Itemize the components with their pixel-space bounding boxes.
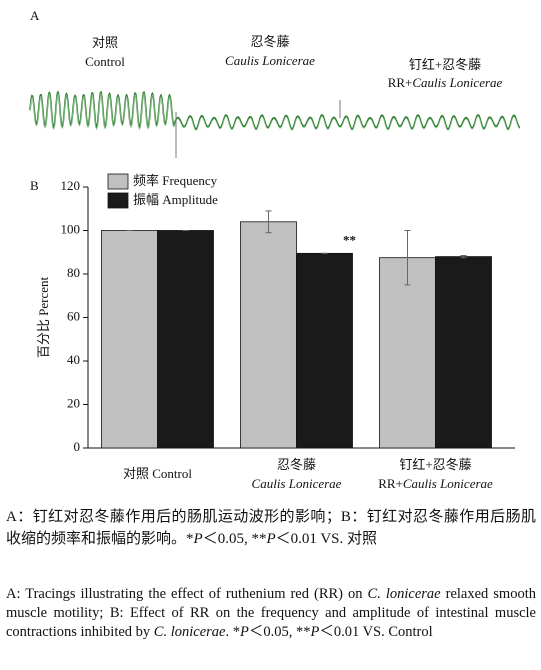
caption-run: P <box>239 624 249 640</box>
label-part: RR+ <box>388 75 413 90</box>
label-part: Control <box>85 54 125 69</box>
segment-title: 钉红+忍冬藤 <box>409 57 481 72</box>
y-tick-label: 100 <box>61 221 81 236</box>
label: Caulis Lonicerae <box>252 476 342 491</box>
label-italic: Caulis Lonicerae <box>403 476 493 491</box>
legend-swatch <box>107 192 129 209</box>
y-tick-label: 20 <box>67 395 80 410</box>
segment-title: 对照 <box>92 35 118 50</box>
label: RR+Caulis Lonicerae <box>388 75 503 90</box>
panel-label: B <box>30 178 39 193</box>
bar <box>379 257 436 449</box>
caption-run: C. lonicerae <box>367 586 441 602</box>
x-tick-label: 对照 Control <box>123 466 192 481</box>
caption-run: relaxed smooth muscle motility; B: Effec… <box>6 586 536 640</box>
caption-run: P <box>310 624 320 640</box>
bar <box>101 230 158 449</box>
legend-swatch <box>107 173 129 190</box>
caption-run: . * <box>225 624 240 640</box>
label: Caulis Lonicerae <box>225 53 315 68</box>
x-tick-label: 钉红+忍冬藤 <box>399 457 471 472</box>
tracing-shadow <box>29 93 520 131</box>
segment-title: 忍冬藤 <box>250 34 289 49</box>
error-bar <box>265 210 272 234</box>
panel-label: A <box>30 8 40 23</box>
caption-zh: A：钉红对忍冬藤作用后的肠肌运动波形的影响；B：钉红对忍冬藤作用后肠肌收缩的频率… <box>6 506 536 550</box>
label-italic: Caulis Lonicerae <box>412 75 502 90</box>
error-bar <box>460 255 467 259</box>
x-tick-label: 忍冬藤 <box>277 457 316 472</box>
legend-label: 振幅 Amplitude <box>133 192 218 207</box>
bar <box>435 256 492 449</box>
label-italic: Caulis Lonicerae <box>225 53 315 68</box>
y-tick-label: 120 <box>61 178 81 193</box>
y-tick-label: 0 <box>74 439 81 454</box>
bar <box>157 230 214 449</box>
caption-run: ＜0.01 VS. 对照 <box>275 531 378 547</box>
label: Control <box>85 54 125 69</box>
label: RR+Caulis Lonicerae <box>378 476 493 491</box>
y-tick-label: 80 <box>67 265 80 280</box>
caption-run: ＜0.05, ** <box>202 531 267 547</box>
caption-run: P <box>193 531 203 547</box>
error-bar <box>404 230 411 286</box>
caption-en: A: Tracings illustrating the effect of r… <box>6 585 536 642</box>
bar <box>240 221 297 449</box>
significance: ** <box>343 232 356 247</box>
label-part: RR+ <box>378 476 403 491</box>
label-italic: Caulis Lonicerae <box>252 476 342 491</box>
caption-run: A: Tracings illustrating the effect of r… <box>6 586 368 602</box>
y-axis-label: 百分比 Percent <box>36 276 51 358</box>
legend-label: 频率 Frequency <box>133 173 218 188</box>
caption-run: ＜0.01 VS. Control <box>319 624 433 640</box>
caption-run: P <box>266 531 276 547</box>
y-tick-label: 40 <box>67 352 80 367</box>
y-tick-label: 60 <box>67 308 80 323</box>
caption-run: ＜0.05, ** <box>248 624 311 640</box>
tracing <box>29 90 520 130</box>
bar <box>296 252 353 449</box>
caption-run: A：钉红对忍冬藤作用后的肠肌运动波形的影响；B：钉红对忍冬藤作用后肠肌收缩的频率… <box>6 509 536 547</box>
caption-run: C. lonicerae <box>153 624 226 640</box>
